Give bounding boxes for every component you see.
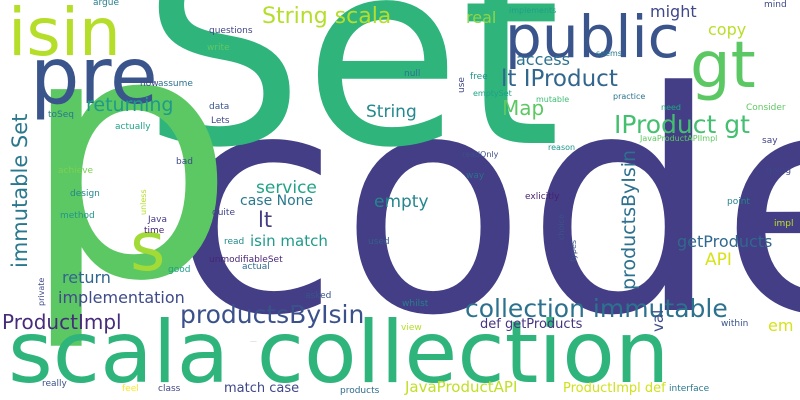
word-exlicitly: exlicitly [525,192,560,202]
word-reason: reason [548,143,576,152]
word-point: point [727,197,750,207]
word-isin: isin [8,0,121,71]
word-used: used [368,237,390,247]
word-products: products [340,386,380,396]
word-productimpl: ProductImpl [2,310,122,334]
word-seems: seems [596,49,622,58]
word-read: read [224,237,245,247]
word-asked: asked [305,291,332,301]
word-unless: unless [139,189,148,215]
word-access: access [516,50,570,69]
word-achieve: achieve [58,166,94,176]
word-dash: — [250,337,257,345]
word-readonly: readOnly [462,150,499,159]
word-impl: impl [774,219,794,229]
word-types: types [569,239,578,262]
word-gt: gt [690,29,756,103]
word-really: really [42,379,67,389]
word-interface: interface [669,384,710,394]
word-productimpl-def: ProductImpl def [563,381,666,396]
word-case-none: case None [240,193,314,209]
word-service: service [256,178,317,198]
word-em: em [768,316,794,335]
word-java: Java [148,215,168,225]
word-isin-match: isin match [250,232,328,250]
word-returning: returning [86,94,174,116]
word-say: say [762,136,778,146]
word-class: class [158,384,181,394]
word-whilst: whilst [402,299,429,309]
word-empty: empty [374,192,429,212]
word-consider: Consider [746,103,786,113]
word-productsbyisin: productsByIsin [180,300,365,329]
word-emptyset: emptySet [473,89,512,98]
word-set: Set [142,0,561,204]
word-view: view [401,323,422,333]
word-javaproductapi: JavaProductAPI [405,378,518,396]
word-way: way [466,171,485,181]
word-assume: assume [158,79,193,89]
word-implements: implements [509,6,557,15]
word-code: code [172,27,800,382]
word-practice: practice [613,92,646,101]
word-actual: actual [242,262,270,272]
word-immutable-set: immutable Set [8,113,32,268]
word-javaproductapiimpl: JavaProductAPIImpl [640,134,718,143]
word-s: s [130,208,166,287]
word-quite: quite [212,208,235,218]
word-good: good [168,265,191,275]
word-toseq: toSeq [48,110,74,120]
word-private: private [37,277,46,306]
word-match-case: match case [224,381,300,396]
word-choice: choice [557,214,566,240]
word-lets: Lets [211,116,230,126]
word-mind: mind [764,0,787,10]
word-unmodifiableset: unmodifiableSet [209,255,283,265]
word-implementation: implementation [58,288,185,307]
word-feel: feel [122,384,139,394]
word-val: val [649,309,667,332]
word-use: use [457,77,467,93]
word-pre: pre [30,32,158,122]
word-within: within [721,319,749,329]
word-null: null [404,69,421,79]
word-lt: lt [258,208,273,232]
word-argue: argue [93,0,120,8]
word-copy: copy [708,20,747,39]
word-going: going [766,166,792,176]
word-return: return [62,268,111,287]
word-collection-immutable: collection immutable [465,294,728,323]
word-iproduct-gt: IProduct gt [614,110,750,139]
word-api: API [705,250,732,270]
word-data: data [209,102,230,112]
word-mutable: mutable [536,95,570,104]
word-write: write [207,43,230,53]
word-free: free [470,72,488,82]
word-scala-collection: scala collection [8,303,670,400]
word-map: Map [502,96,545,120]
word-real: real [466,8,497,27]
word-public: public [505,3,680,71]
word-design: design [70,189,100,199]
word-lt-iproduct: lt IProduct [501,66,618,92]
word-getproducts: getProducts [677,232,773,251]
word-time: time [144,226,165,236]
word-def-getproducts: def getProducts [480,317,583,332]
word-string-scala: String scala [262,4,392,29]
word-p: p [20,0,236,356]
word-bad: bad [176,157,193,167]
word-string: String [366,102,417,122]
word-actually: actually [115,122,151,132]
word-method: method [60,211,95,221]
word-might: might [650,2,697,21]
word-questions: questions [209,26,253,36]
word-productsbyisin-vertical: productsByIsin [618,149,640,290]
word-need: need [661,103,681,112]
word-now: now [140,79,159,89]
